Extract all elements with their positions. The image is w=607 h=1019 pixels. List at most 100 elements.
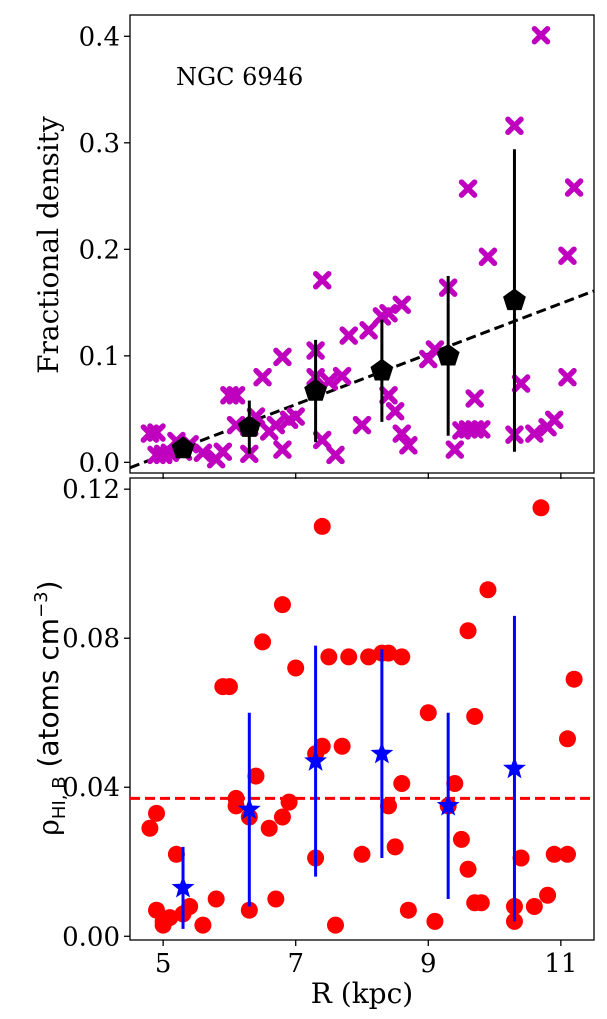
data-point [399, 436, 418, 455]
data-point [446, 775, 464, 793]
data-point [399, 901, 417, 919]
data-point [220, 678, 238, 696]
data-point [167, 845, 185, 863]
data-point [445, 440, 465, 459]
bot-xtick-label: 5 [155, 949, 172, 979]
data-point [564, 178, 584, 197]
top-ytick-label: 0.4 [79, 22, 120, 52]
bottom-plot-frame [129, 477, 595, 941]
data-point [207, 890, 225, 908]
data-point [226, 385, 246, 405]
data-point [393, 648, 411, 666]
binned-marker [237, 415, 261, 437]
data-point [267, 890, 285, 908]
galaxy-annotation: NGC 6946 [176, 63, 303, 91]
data-point [466, 707, 484, 725]
data-point [247, 767, 265, 785]
top-panel: 0.0 0.1 0.2 0.3 0.4 NGC 6946 Fractional dens… [32, 14, 595, 479]
binned-marker [436, 343, 460, 366]
data-point [385, 401, 405, 421]
y-title-sub: HI, B [49, 776, 70, 819]
data-point [273, 808, 291, 826]
top-ytick-label: 0.1 [79, 342, 120, 372]
binned-marker [304, 749, 328, 771]
data-point [392, 295, 412, 314]
data-point [312, 430, 332, 450]
data-point [531, 25, 551, 45]
bottom-points-group [141, 499, 583, 934]
data-point [472, 894, 490, 912]
data-point [193, 443, 213, 463]
binned-marker [370, 358, 394, 381]
binned-marker [370, 741, 394, 764]
bot-xtick-label: 9 [420, 949, 437, 979]
bot-ytick-label: 0.08 [62, 624, 120, 654]
data-point [379, 303, 398, 323]
data-point [147, 423, 166, 442]
data-point [532, 499, 550, 517]
data-point [326, 916, 344, 934]
data-point [287, 659, 305, 677]
bottom-panel: 0.00 0.04 0.08 0.12 5 7 9 11 ρHI, B (atoms cm−3… [31, 475, 595, 1010]
binned-marker [503, 756, 526, 779]
data-point [332, 366, 352, 386]
top-ytick-label: 0.0 [79, 448, 120, 478]
data-point [286, 407, 305, 426]
data-point [379, 385, 398, 405]
data-point [465, 389, 484, 408]
bot-xtick-label: 11 [544, 949, 577, 979]
data-point [359, 321, 378, 340]
bottom-binned-group [171, 741, 526, 898]
top-plot-frame [129, 14, 595, 474]
binned-marker [171, 875, 195, 898]
top-ytick-label: 0.2 [79, 235, 120, 265]
data-point [525, 897, 543, 915]
data-point [512, 849, 530, 867]
bottom-ticks-group: 0.00 0.04 0.08 0.12 5 7 9 11 [62, 475, 577, 979]
top-fit-line-group [130, 289, 594, 470]
top-ytick-label: 0.3 [79, 129, 120, 159]
data-point [313, 737, 331, 755]
data-point [472, 420, 491, 439]
binned-marker [503, 288, 526, 311]
data-point [360, 648, 378, 666]
data-point [227, 797, 245, 815]
data-point [393, 775, 411, 793]
data-point [544, 410, 564, 429]
y-title-sup: −3 [31, 591, 52, 618]
bot-ytick-label: 0.04 [62, 773, 120, 803]
data-point [260, 819, 278, 837]
data-point [194, 916, 212, 934]
top-ticks-group: 0.0 0.1 0.2 0.3 0.4 [79, 22, 562, 479]
bot-ytick-label: 0.12 [62, 475, 120, 505]
data-point [452, 830, 470, 848]
data-point [313, 517, 331, 535]
data-point [458, 179, 478, 198]
y-title-close: ) [32, 580, 65, 591]
data-point [254, 633, 272, 651]
data-point [380, 797, 398, 815]
data-point [419, 704, 437, 722]
data-point [459, 622, 477, 640]
data-point [326, 445, 345, 465]
data-point [545, 845, 563, 863]
data-point [352, 415, 372, 435]
data-point [539, 886, 557, 904]
data-point [148, 804, 166, 822]
data-point [558, 845, 576, 863]
data-point [240, 901, 258, 919]
data-point [280, 793, 298, 811]
data-point [320, 648, 338, 666]
y-title-rho: ρ [32, 819, 65, 835]
data-point [312, 270, 332, 290]
binned-marker [171, 436, 195, 459]
bot-ytick-label: 0.00 [62, 922, 120, 952]
data-point [386, 838, 404, 856]
data-point [253, 367, 272, 387]
binned-marker [304, 378, 328, 401]
data-point [511, 374, 531, 393]
top-binned-group [171, 288, 526, 459]
data-point [273, 596, 291, 614]
bottom-y-axis-title: ρHI, B (atoms cm−3) [31, 580, 70, 835]
data-point [380, 644, 398, 662]
